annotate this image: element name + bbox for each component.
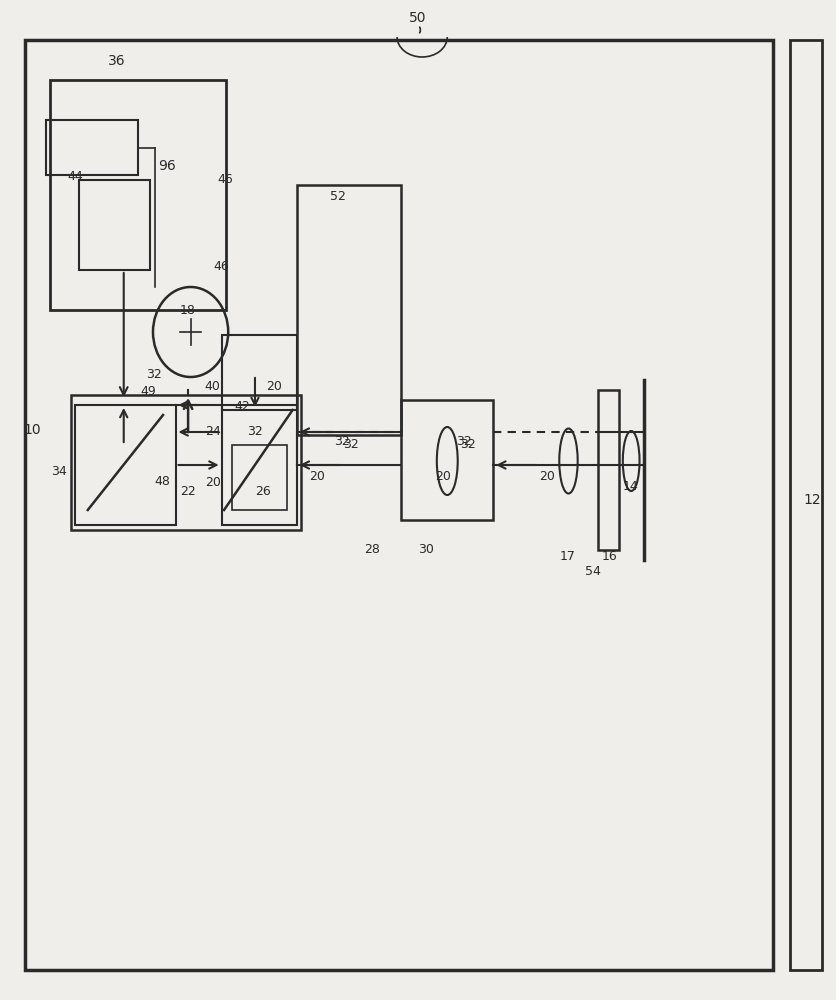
Text: 20: 20 <box>309 470 325 483</box>
Text: 46: 46 <box>217 173 233 186</box>
Text: 14: 14 <box>623 480 639 493</box>
Text: 10: 10 <box>23 423 41 437</box>
Bar <box>790 40 822 970</box>
Bar <box>71 395 301 530</box>
Text: 34: 34 <box>51 465 67 478</box>
Text: 40: 40 <box>205 380 221 393</box>
Text: 50: 50 <box>410 11 426 25</box>
Bar <box>25 40 773 970</box>
Text: 32: 32 <box>461 438 476 452</box>
Bar <box>232 445 287 510</box>
Bar <box>401 400 493 520</box>
Bar <box>46 120 138 175</box>
Text: 20: 20 <box>435 470 451 483</box>
Text: 20: 20 <box>205 476 221 489</box>
Text: 20: 20 <box>539 470 555 483</box>
Text: 54: 54 <box>585 565 601 578</box>
Text: 26: 26 <box>255 485 271 498</box>
Text: 18: 18 <box>180 304 196 317</box>
Text: 32: 32 <box>247 425 263 438</box>
Text: 32: 32 <box>334 435 350 448</box>
Text: 16: 16 <box>602 550 618 563</box>
Text: 44: 44 <box>67 170 83 183</box>
Text: 49: 49 <box>140 385 156 398</box>
Text: 32: 32 <box>456 435 472 448</box>
Text: 52: 52 <box>330 190 346 203</box>
Bar <box>50 80 226 310</box>
Text: 30: 30 <box>418 543 434 556</box>
Text: 96: 96 <box>158 159 176 173</box>
Text: 46: 46 <box>213 260 229 273</box>
Text: 36: 36 <box>108 54 126 68</box>
Text: 17: 17 <box>560 550 576 563</box>
Bar <box>222 335 297 410</box>
Text: 32: 32 <box>344 438 359 452</box>
Text: 28: 28 <box>364 543 380 556</box>
Text: 22: 22 <box>180 485 196 498</box>
Bar <box>222 405 297 525</box>
Bar <box>75 405 176 525</box>
Text: 42: 42 <box>234 400 250 413</box>
Text: 48: 48 <box>155 475 171 488</box>
Text: 32: 32 <box>146 368 162 381</box>
Bar <box>598 390 619 550</box>
Text: 12: 12 <box>803 493 822 507</box>
Bar <box>297 185 401 435</box>
Bar <box>79 180 150 270</box>
Text: 24: 24 <box>205 425 221 438</box>
Text: 20: 20 <box>266 380 282 393</box>
